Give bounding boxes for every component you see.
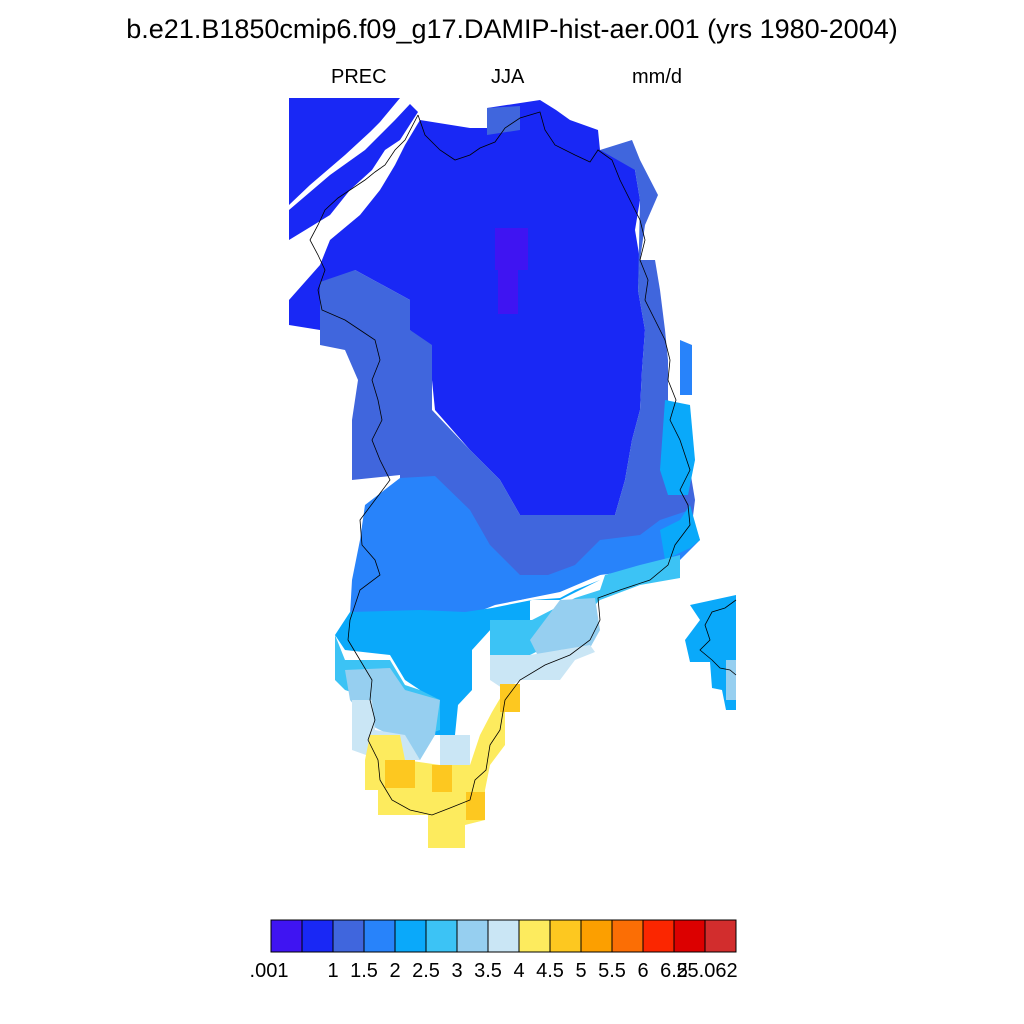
field-island-azure (685, 595, 736, 710)
coastline (309, 111, 737, 816)
field-light-sky-east (530, 598, 600, 660)
field-gold-1 (385, 760, 415, 788)
colorbar-swatch (270, 919, 303, 953)
units-label: mm/d (632, 66, 682, 88)
colorbar-swatch (642, 919, 675, 953)
field-north-royal-blue (487, 106, 520, 135)
field-east-royal-blue (600, 140, 658, 290)
colorbar-label: 6.5 (660, 960, 688, 982)
colorbar-label: 2 (389, 960, 401, 982)
colorbar-label: 1 (327, 960, 339, 982)
coastline-island (699, 599, 737, 676)
field-band-mid-blue (350, 476, 700, 615)
precipitation-field (289, 98, 736, 848)
colorbar-label: 3 (451, 960, 463, 982)
variable-label: PREC (331, 66, 387, 88)
field-nw-strip-deep-blue (289, 104, 418, 240)
field-pale-east (490, 645, 595, 690)
colorbar-label: 5.5 (598, 960, 626, 982)
colorbar-swatch (301, 919, 334, 953)
colorbar-swatch (549, 919, 582, 953)
colorbar-swatch (611, 919, 644, 953)
colorbar-swatch (704, 919, 737, 953)
field-cap-deep-blue (289, 100, 645, 515)
colorbar-swatch (487, 919, 520, 953)
field-gold-2 (432, 765, 452, 792)
field-east-azure (660, 400, 695, 495)
field-violet (495, 228, 528, 314)
colorbar-label: 4 (513, 960, 525, 982)
colorbar-label: 6 (637, 960, 649, 982)
colorbar-label: 3.5 (474, 960, 502, 982)
coastline-west (309, 111, 691, 816)
field-ring-west-royal-blue (320, 260, 695, 600)
colorbar-label: 5 (575, 960, 587, 982)
colorbar-label: 1.5 (350, 960, 378, 982)
colorbar-label: 4.5 (536, 960, 564, 982)
season-label: JJA (491, 66, 525, 88)
colorbar-swatch (394, 919, 427, 953)
colorbar-swatch (332, 919, 365, 953)
field-nw-deep-blue (289, 98, 400, 205)
plot-title: b.e21.B1850cmip6.f09_g17.DAMIP-hist-aer.… (126, 14, 898, 44)
colorbar-swatch (673, 919, 706, 953)
field-pale-south (440, 735, 470, 765)
colorbar-swatch (580, 919, 613, 953)
colorbar-swatch (425, 919, 458, 953)
colorbar-label: 2.5 (412, 960, 440, 982)
colorbar-swatch (518, 919, 551, 953)
colorbar-label: .001 (249, 960, 289, 982)
field-east-mid-blue (680, 340, 692, 395)
colorbar-swatch (456, 919, 489, 953)
field-gold-4 (500, 684, 520, 712)
field-gold-3 (466, 792, 485, 820)
colorbar-swatch (363, 919, 396, 953)
field-light-sky (345, 668, 440, 760)
colorbar-label: 25.062 (676, 960, 738, 982)
